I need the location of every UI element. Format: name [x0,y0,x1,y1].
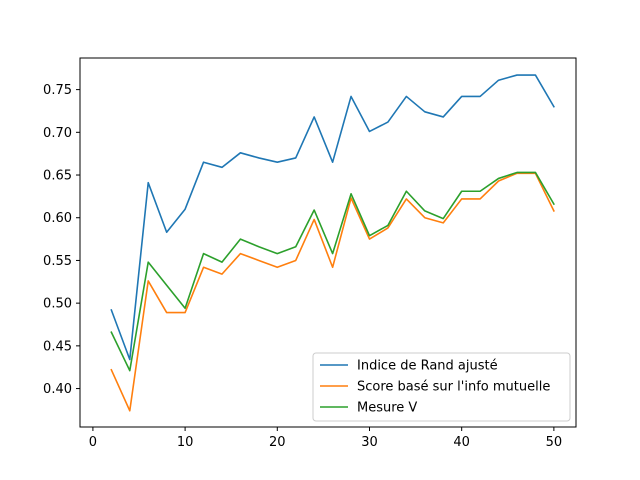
series-layer [110,74,555,412]
y-tick-label: 0.60 [43,211,72,226]
x-tick-label: 10 [177,435,194,450]
y-tick-label: 0.50 [43,297,72,312]
legend: Indice de Rand ajusté Score basé sur l'in… [312,352,571,422]
x-tick-label: 20 [269,435,286,450]
y-tick-label: 0.55 [43,254,72,269]
y-tick-label: 0.70 [43,126,72,141]
plot-frame [79,57,577,428]
y-tick-label: 0.75 [43,83,72,98]
y-tick-label: 0.45 [43,339,72,354]
x-tick-label: 30 [361,435,378,450]
x-tick-label: 40 [453,435,470,450]
legend-box [312,352,571,422]
legend-label: Mesure V [357,401,417,416]
series-line-1 [110,74,555,361]
series-line-2 [110,172,555,412]
series-line-3 [110,171,555,372]
x-tick-label: 50 [546,435,563,450]
x-axis: 0 10 20 30 40 50 [89,427,562,450]
legend-label: Score basé sur l'info mutuelle [357,380,550,395]
y-tick-label: 0.40 [43,382,72,397]
x-tick-label: 0 [89,435,97,450]
y-tick-label: 0.65 [43,169,72,184]
legend-label: Indice de Rand ajusté [357,359,498,374]
y-axis: 0.40 0.45 0.50 0.55 0.60 0.65 0.70 0.75 [43,83,80,397]
